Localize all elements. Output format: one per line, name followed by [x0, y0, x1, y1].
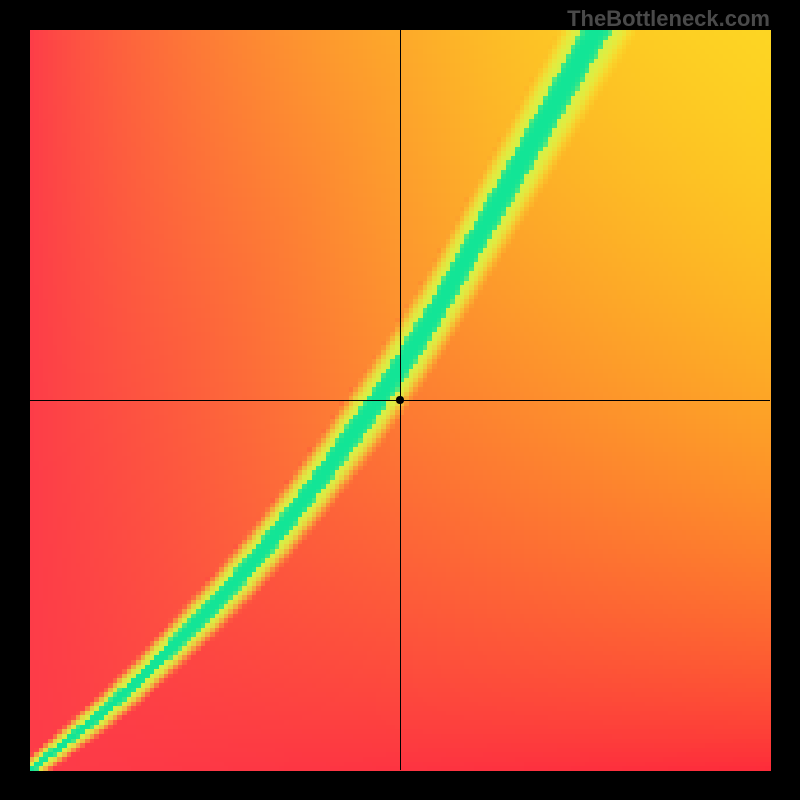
watermark-text: TheBottleneck.com — [567, 6, 770, 32]
chart-container: TheBottleneck.com — [0, 0, 800, 800]
heatmap-canvas — [0, 0, 800, 800]
